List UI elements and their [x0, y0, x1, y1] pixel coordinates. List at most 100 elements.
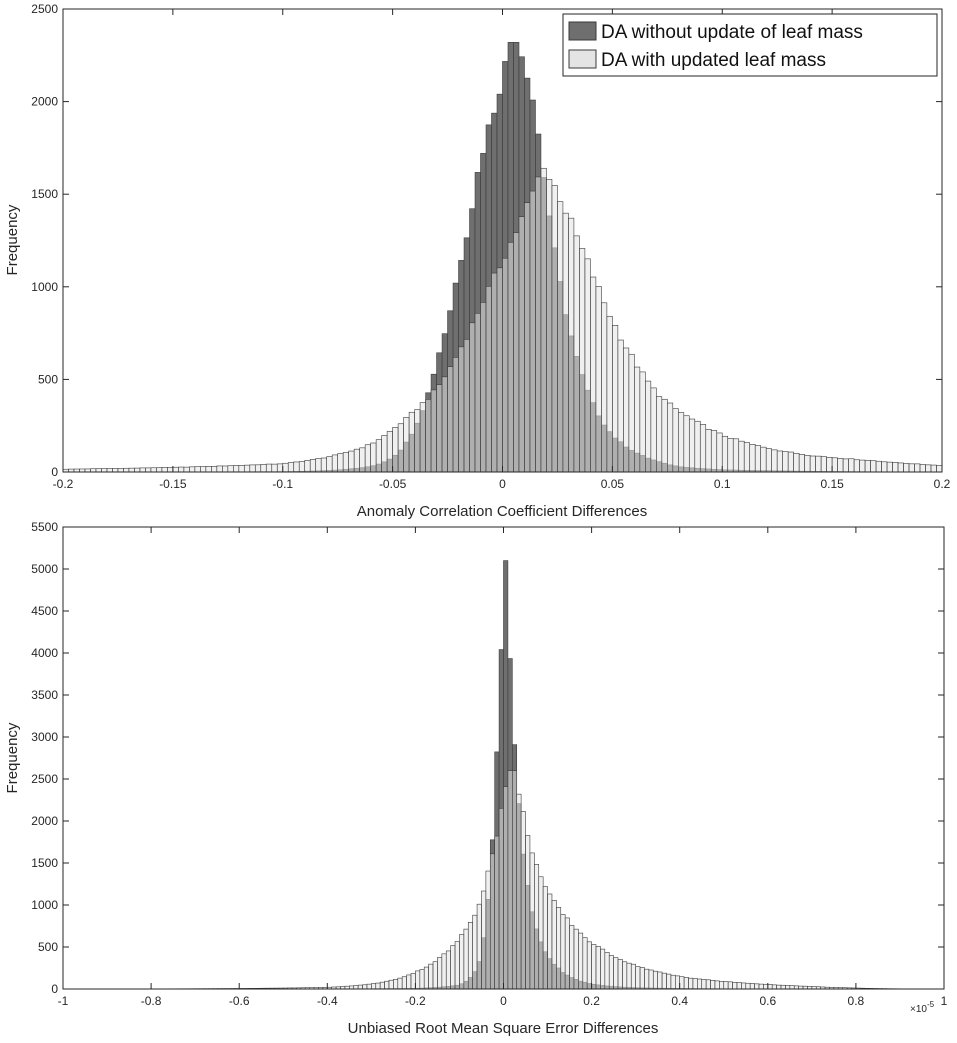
histogram-bar	[604, 952, 610, 990]
histogram-bar	[547, 893, 553, 990]
histogram-bar	[423, 966, 429, 990]
histogram-bar	[445, 950, 451, 990]
ubrmse-x-scale-power: -5	[927, 1000, 935, 1009]
histogram-bar	[134, 467, 141, 473]
histogram-bar	[721, 435, 729, 473]
histogram-bar	[211, 466, 218, 473]
histogram-bar	[650, 387, 657, 473]
histogram-bar	[754, 445, 762, 473]
histogram-bar	[590, 276, 597, 473]
legend-swatch-with-update	[568, 49, 597, 69]
histogram-bar	[489, 853, 495, 990]
histogram-bar	[870, 460, 877, 473]
histogram-bar	[656, 396, 663, 473]
histogram-bar	[529, 190, 536, 473]
histogram-bar	[595, 946, 601, 990]
histogram-bar	[271, 463, 278, 473]
histogram-bar	[560, 914, 566, 990]
histogram-bar	[243, 464, 251, 473]
histogram-bar	[831, 457, 838, 473]
histogram-bar	[441, 376, 448, 473]
histogram-bar	[233, 465, 240, 473]
histogram-bar	[617, 339, 624, 473]
histogram-bar	[415, 970, 421, 990]
histogram-bar	[200, 466, 207, 473]
histogram-bar	[362, 984, 368, 990]
histogram-bar	[569, 925, 575, 990]
histogram-bar	[652, 970, 658, 990]
histogram-bar	[815, 455, 822, 473]
histogram-bar	[754, 983, 760, 990]
histogram-bar	[551, 900, 557, 990]
histogram-bar	[776, 984, 782, 990]
y-tick-label: 3500	[31, 688, 58, 702]
histogram-bar	[348, 450, 355, 473]
histogram-bar	[694, 420, 701, 473]
histogram-bar	[392, 427, 399, 473]
histogram-bar	[782, 451, 789, 473]
histogram-bar	[859, 459, 866, 473]
histogram-bar	[626, 962, 632, 990]
histogram-bar	[936, 465, 943, 473]
histogram-bar	[608, 955, 614, 990]
histogram-bar	[714, 980, 720, 990]
y-tick-label: 2000	[31, 814, 58, 828]
histogram-bar	[331, 454, 338, 473]
histogram-bar	[326, 456, 333, 473]
histogram-bar	[117, 468, 124, 473]
histogram-bar	[546, 179, 553, 473]
histogram-bar	[914, 463, 921, 473]
histogram-bar	[309, 459, 317, 473]
histogram-bar	[507, 242, 514, 473]
histogram-bar	[447, 366, 454, 473]
histogram-bar	[425, 399, 432, 473]
y-tick-label: 4000	[31, 646, 58, 660]
histogram-bar	[507, 770, 513, 990]
histogram-bar	[371, 983, 377, 990]
histogram-bar	[370, 442, 377, 473]
histogram-bar	[183, 466, 190, 473]
histogram-bar	[282, 462, 289, 473]
histogram-bar	[503, 786, 509, 990]
ubrmse-x-scale-exponent: ×10-5	[910, 1000, 935, 1015]
histogram-bar	[403, 417, 410, 473]
histogram-bar	[364, 444, 371, 473]
x-tick-label: 0	[499, 477, 506, 491]
histogram-bar	[579, 248, 586, 473]
histogram-bar	[401, 976, 407, 990]
histogram-bar	[760, 446, 767, 473]
histogram-bar	[260, 464, 267, 473]
histogram-bar	[463, 928, 469, 990]
acc-y-ticks: 0 500 1000 1500 2000 2500	[31, 2, 942, 479]
histogram-bar	[787, 451, 794, 473]
histogram-bar	[106, 468, 113, 473]
histogram-bar	[688, 418, 696, 473]
histogram-bar	[789, 985, 795, 990]
histogram-bar	[491, 272, 498, 473]
histogram-bar	[601, 302, 608, 473]
x-tick-label: 0.15	[820, 477, 844, 491]
histogram-bar	[474, 312, 481, 473]
histogram-bar	[826, 456, 833, 473]
histogram-bar	[320, 457, 327, 473]
x-tick-label: -0.8	[141, 994, 162, 1008]
x-tick-label: 0.1	[714, 477, 731, 491]
histogram-bar	[634, 366, 641, 473]
y-tick-label: 500	[38, 372, 58, 386]
histogram-bar	[710, 979, 716, 990]
histogram-bar	[476, 903, 482, 990]
histogram-bar	[276, 463, 284, 473]
histogram-bar	[406, 974, 412, 990]
histogram-bar	[582, 937, 588, 990]
histogram-bar	[736, 982, 742, 990]
legend-label-without-update: DA without update of leaf mass	[601, 22, 863, 43]
histogram-bar	[578, 932, 584, 990]
histogram-bar	[150, 467, 157, 473]
histogram-bar	[639, 371, 646, 473]
ubrmse-series-with-update	[97, 770, 932, 990]
histogram-bar	[661, 972, 667, 990]
histogram-bar	[287, 462, 295, 473]
histogram-bar	[732, 438, 740, 473]
histogram-bar	[428, 963, 434, 990]
histogram-bar	[379, 981, 385, 990]
